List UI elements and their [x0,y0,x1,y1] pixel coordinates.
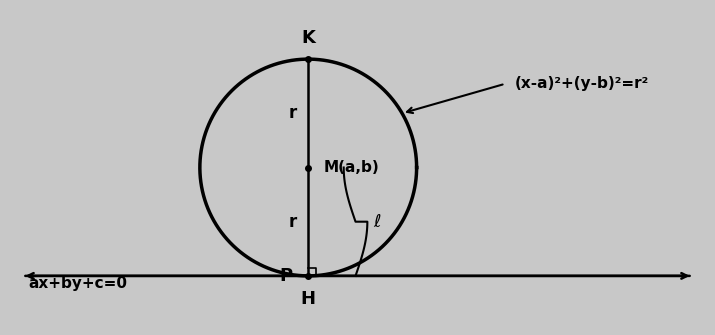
Text: r: r [288,213,297,231]
Text: K: K [301,29,315,47]
Text: (x-a)²+(y-b)²=r²: (x-a)²+(y-b)²=r² [515,76,649,91]
Text: M(a,b): M(a,b) [324,160,380,175]
Text: ℓ: ℓ [373,213,380,231]
Text: H: H [301,290,316,308]
Text: ax+by+c=0: ax+by+c=0 [29,276,127,291]
Text: P: P [280,267,292,285]
Text: r: r [288,104,297,122]
